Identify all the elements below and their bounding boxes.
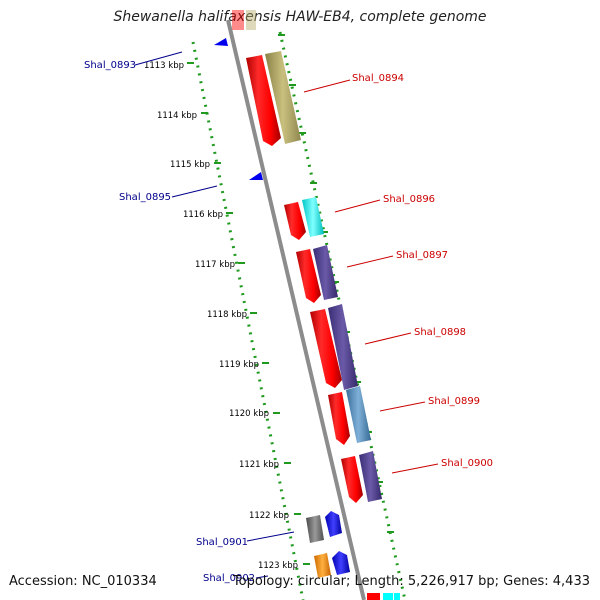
gene-label-shal-0898[interactable]: Shal_0898 [414, 327, 466, 338]
gene-shal-0896-cds[interactable] [284, 202, 306, 240]
gene-shal-0899-partner[interactable] [346, 386, 371, 443]
outer-dotted-line [278, 31, 407, 600]
tick-label-1117: 1117 kbp [195, 260, 235, 270]
gene-shal-0898-partner[interactable] [328, 304, 358, 390]
gene-shal-0901-partner[interactable] [325, 511, 342, 537]
gene-shal-0900-cds[interactable] [341, 456, 363, 503]
gene-shal-0898-cds[interactable] [310, 309, 342, 388]
gene-label-shal-0899[interactable]: Shal_0899 [428, 396, 480, 407]
tick-label-1120: 1120 kbp [229, 409, 269, 419]
genome-backbone [226, 19, 366, 600]
gene-shal-0900-partner[interactable] [359, 451, 382, 502]
gene-label-shal-0897[interactable]: Shal_0897 [396, 250, 448, 261]
gene-shal-0894-cds[interactable] [246, 55, 281, 146]
gene-shal-0901-cds[interactable] [306, 515, 324, 543]
scale-line [191, 41, 305, 600]
tick-label-1121: 1121 kbp [239, 460, 279, 470]
bottom-partial-genes [367, 593, 400, 600]
tick-label-1114: 1114 kbp [157, 111, 197, 121]
gene-label-shal-0895[interactable]: Shal_0895 [119, 192, 171, 203]
tick-label-1122: 1122 kbp [249, 511, 289, 521]
tick-label-1113: 1113 kbp [144, 61, 184, 71]
callout-lines [134, 51, 439, 579]
tick-label-1119: 1119 kbp [219, 360, 259, 370]
tick-label-1118: 1118 kbp [207, 310, 247, 320]
gene-shal-0896-partner[interactable] [302, 197, 324, 237]
gene-label-shal-0894[interactable]: Shal_0894 [352, 73, 404, 84]
tick-label-1115: 1115 kbp [170, 160, 210, 170]
genome-summary-text: Topology: circular; Length: 5,226,917 bp… [232, 574, 590, 589]
gene-shal-0895-marker[interactable] [249, 172, 263, 180]
gene-shal-0897-cds[interactable] [296, 249, 321, 303]
map-title: Shewanella halifaxensis HAW-EB4, complet… [113, 9, 487, 25]
gene-shal-0893-marker[interactable] [214, 38, 228, 46]
gene-shal-0897-partner[interactable] [313, 245, 338, 300]
gene-label-shal-0896[interactable]: Shal_0896 [383, 194, 435, 205]
accession-text: Accession: NC_010334 [9, 574, 157, 589]
tick-label-1116: 1116 kbp [183, 210, 223, 220]
gene-label-shal-0893[interactable]: Shal_0893 [84, 60, 136, 71]
gene-shal-0902-partner[interactable] [332, 551, 350, 575]
scale-ticks: 1113 kbp 1114 kbp 1115 kbp 1116 kbp 1117… [144, 61, 310, 571]
gene-shal-0899-cds[interactable] [328, 392, 350, 445]
gene-label-shal-0902[interactable]: Shal_0902 [203, 573, 255, 584]
tick-label-1123: 1123 kbp [258, 561, 298, 571]
gene-shal-0894-partner[interactable] [265, 51, 301, 144]
gene-shal-0902-cds[interactable] [314, 553, 331, 578]
top-faded-genes [232, 10, 256, 30]
gene-label-shal-0901[interactable]: Shal_0901 [196, 537, 248, 548]
gene-label-shal-0900[interactable]: Shal_0900 [441, 458, 493, 469]
